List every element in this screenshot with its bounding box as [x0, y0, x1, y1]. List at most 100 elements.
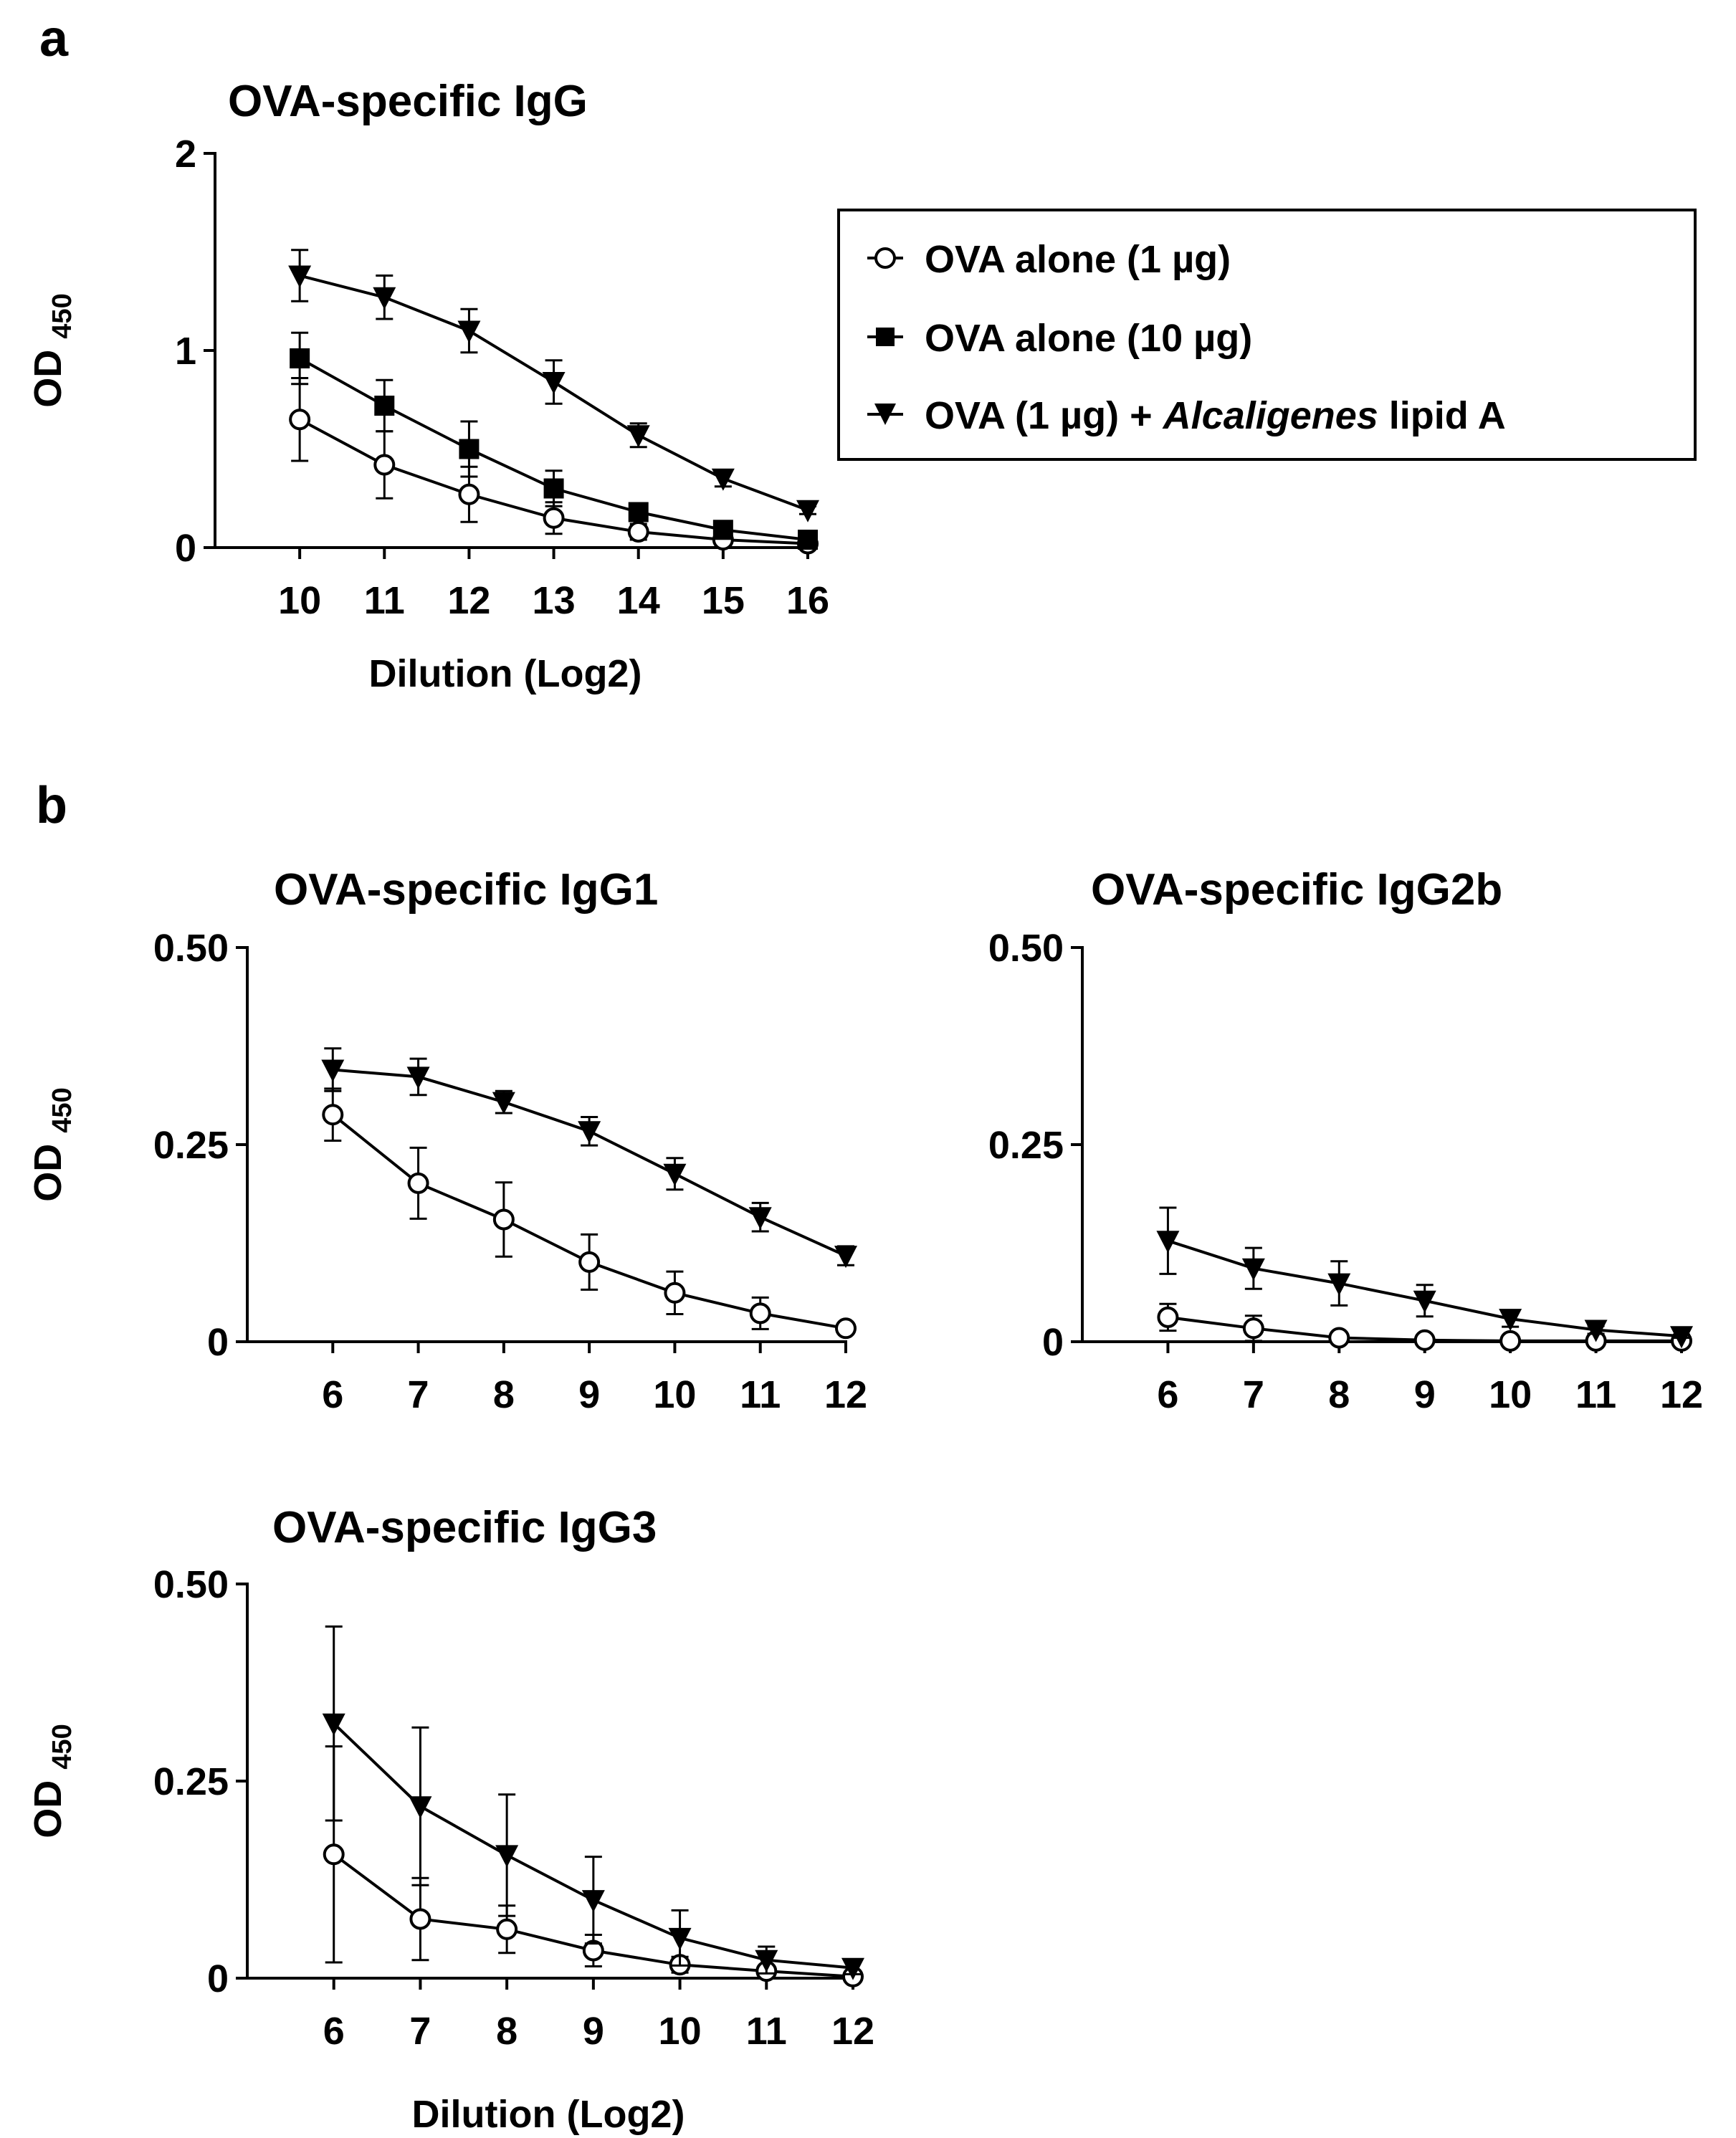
legend-item-ova-1ug: OVA alone (1 µg)	[867, 238, 1231, 281]
series-ova-1-g-alcaligenes-lipid-a	[1156, 1206, 1693, 1349]
circle-open-marker	[1157, 1306, 1179, 1328]
circle-open-marker	[1499, 1330, 1522, 1352]
triangle-down-filled-marker	[495, 1845, 519, 1868]
x-tick-label: 11	[364, 579, 405, 622]
circle-open-marker	[496, 1918, 518, 1940]
triangle-down-filled-marker	[1499, 1309, 1522, 1332]
circle-open-marker	[1242, 1317, 1264, 1340]
x-tick-label: 13	[533, 579, 576, 622]
triangle-down-filled-marker	[542, 372, 566, 394]
chart-igg2b: OVA-specific IgG2b 0 0.25 0.50 6 7 8 9 10 11 12	[988, 865, 1703, 1416]
triangle-down-filled-marker	[748, 1207, 772, 1230]
legend-item-ova-10ug: OVA alone (10 µg)	[867, 317, 1252, 360]
y-tick-label: 0.50	[153, 927, 229, 970]
x-tick-label: 8	[1328, 1373, 1350, 1416]
legend-label: OVA alone (1 µg)	[925, 238, 1231, 281]
circle-open-marker	[323, 1843, 345, 1866]
triangle-down-filled-marker	[1584, 1319, 1608, 1342]
circle-open-marker	[664, 1282, 686, 1304]
x-tick-label: 9	[1414, 1373, 1436, 1416]
x-tick-label: 11	[740, 1373, 781, 1416]
square-filled-marker	[459, 439, 480, 459]
triangle-down-filled-marker	[1241, 1258, 1265, 1281]
x-tick-label: 12	[831, 2010, 874, 2053]
y-tick-label: 0.25	[988, 1124, 1064, 1167]
x-tick-label: 7	[409, 2010, 431, 2053]
x-tick-label: 10	[278, 579, 321, 622]
chart-igg3: OVA-specific IgG3 0 0.25 0.50 6 7 8 9 10 11 12 OD 4…	[27, 1503, 874, 2136]
legend-item-ova-lipid-a: OVA (1 µg) + Alcaligenes lipid A	[867, 394, 1506, 437]
x-tick-label: 8	[493, 1373, 515, 1416]
x-tick-label: 10	[659, 2010, 702, 2053]
x-tick-label: 11	[1575, 1373, 1616, 1416]
y-tick-label: 2	[175, 133, 196, 176]
square-filled-marker	[628, 502, 649, 522]
x-tick-label: 14	[617, 579, 660, 622]
chart-title: OVA-specific IgG	[228, 77, 588, 126]
triangle-down-filled-marker	[1670, 1326, 1693, 1349]
x-tick-label: 6	[1157, 1373, 1178, 1416]
series-ova-alone-10-g	[290, 331, 818, 550]
triangle-down-filled-marker	[834, 1246, 857, 1269]
y-tick-label: 1	[175, 330, 196, 373]
triangle-down-filled-marker	[1156, 1231, 1180, 1254]
panel-label-a: a	[39, 10, 69, 67]
y-tick-label: 0.25	[153, 1760, 229, 1803]
y-tick-label: 0	[1042, 1321, 1064, 1364]
y-tick-label: 0.50	[988, 927, 1064, 970]
square-filled-marker	[290, 348, 310, 368]
x-tick-label: 11	[746, 2010, 787, 2053]
x-tick-label: 12	[447, 579, 490, 622]
triangle-down-filled-marker	[755, 1950, 778, 1972]
circle-open-marker	[407, 1172, 429, 1194]
x-tick-label: 12	[1660, 1373, 1703, 1416]
x-tick-label: 8	[496, 2010, 518, 2053]
series-ova-alone-1-g	[322, 1087, 857, 1340]
x-tick-label: 10	[1489, 1373, 1532, 1416]
triangle-down-filled-marker	[322, 1713, 345, 1736]
triangle-down-filled-marker	[1327, 1273, 1351, 1296]
square-filled-marker-icon	[876, 328, 895, 346]
series-ova-1-g-alcaligenes-lipid-a	[322, 1625, 864, 1980]
x-tick-label: 7	[1243, 1373, 1264, 1416]
circle-open-marker	[458, 483, 480, 505]
legend-label: OVA (1 µg) + Alcaligenes lipid A	[925, 394, 1506, 437]
x-tick-label: 6	[322, 1373, 343, 1416]
square-filled-marker	[543, 478, 564, 499]
triangle-down-filled-marker	[406, 1066, 430, 1089]
triangle-down-filled-marker	[1413, 1290, 1436, 1313]
chart-title: OVA-specific IgG1	[274, 865, 658, 915]
triangle-down-filled-marker	[288, 265, 312, 288]
x-axis-label: Dilution (Log2)	[369, 652, 642, 695]
panel-label-b: b	[36, 777, 67, 834]
legend: OVA alone (1 µg) OVA alone (10 µg) OVA (…	[837, 209, 1697, 461]
y-axis-label: OD 450	[27, 1087, 77, 1201]
y-tick-label: 0.25	[153, 1124, 229, 1167]
triangle-down-filled-marker	[457, 320, 481, 343]
circle-open-marker	[543, 507, 565, 529]
series-ova-1-g-alcaligenes-lipid-a	[288, 249, 819, 522]
triangle-down-filled-marker	[578, 1121, 601, 1144]
circle-open-marker-icon	[874, 247, 896, 269]
square-filled-marker	[712, 520, 733, 540]
y-axis-label: OD 450	[27, 1724, 77, 1838]
x-tick-label: 9	[583, 2010, 604, 2053]
triangle-down-filled-marker	[796, 500, 819, 522]
triangle-down-filled-marker	[492, 1092, 515, 1115]
triangle-down-filled-marker	[581, 1890, 605, 1913]
series-line	[333, 1068, 846, 1257]
circle-open-marker	[1413, 1329, 1436, 1351]
triangle-down-filled-marker	[663, 1163, 687, 1186]
x-tick-label: 7	[408, 1373, 429, 1416]
triangle-down-filled-marker	[373, 287, 396, 310]
circle-open-marker	[578, 1251, 601, 1273]
x-tick-label: 16	[786, 579, 829, 622]
circle-open-marker	[492, 1208, 515, 1231]
x-tick-label: 9	[578, 1373, 600, 1416]
triangle-down-filled-marker	[321, 1059, 345, 1082]
x-tick-label: 6	[323, 2010, 345, 2053]
y-tick-label: 0	[207, 1321, 229, 1364]
circle-open-marker	[1328, 1327, 1350, 1349]
